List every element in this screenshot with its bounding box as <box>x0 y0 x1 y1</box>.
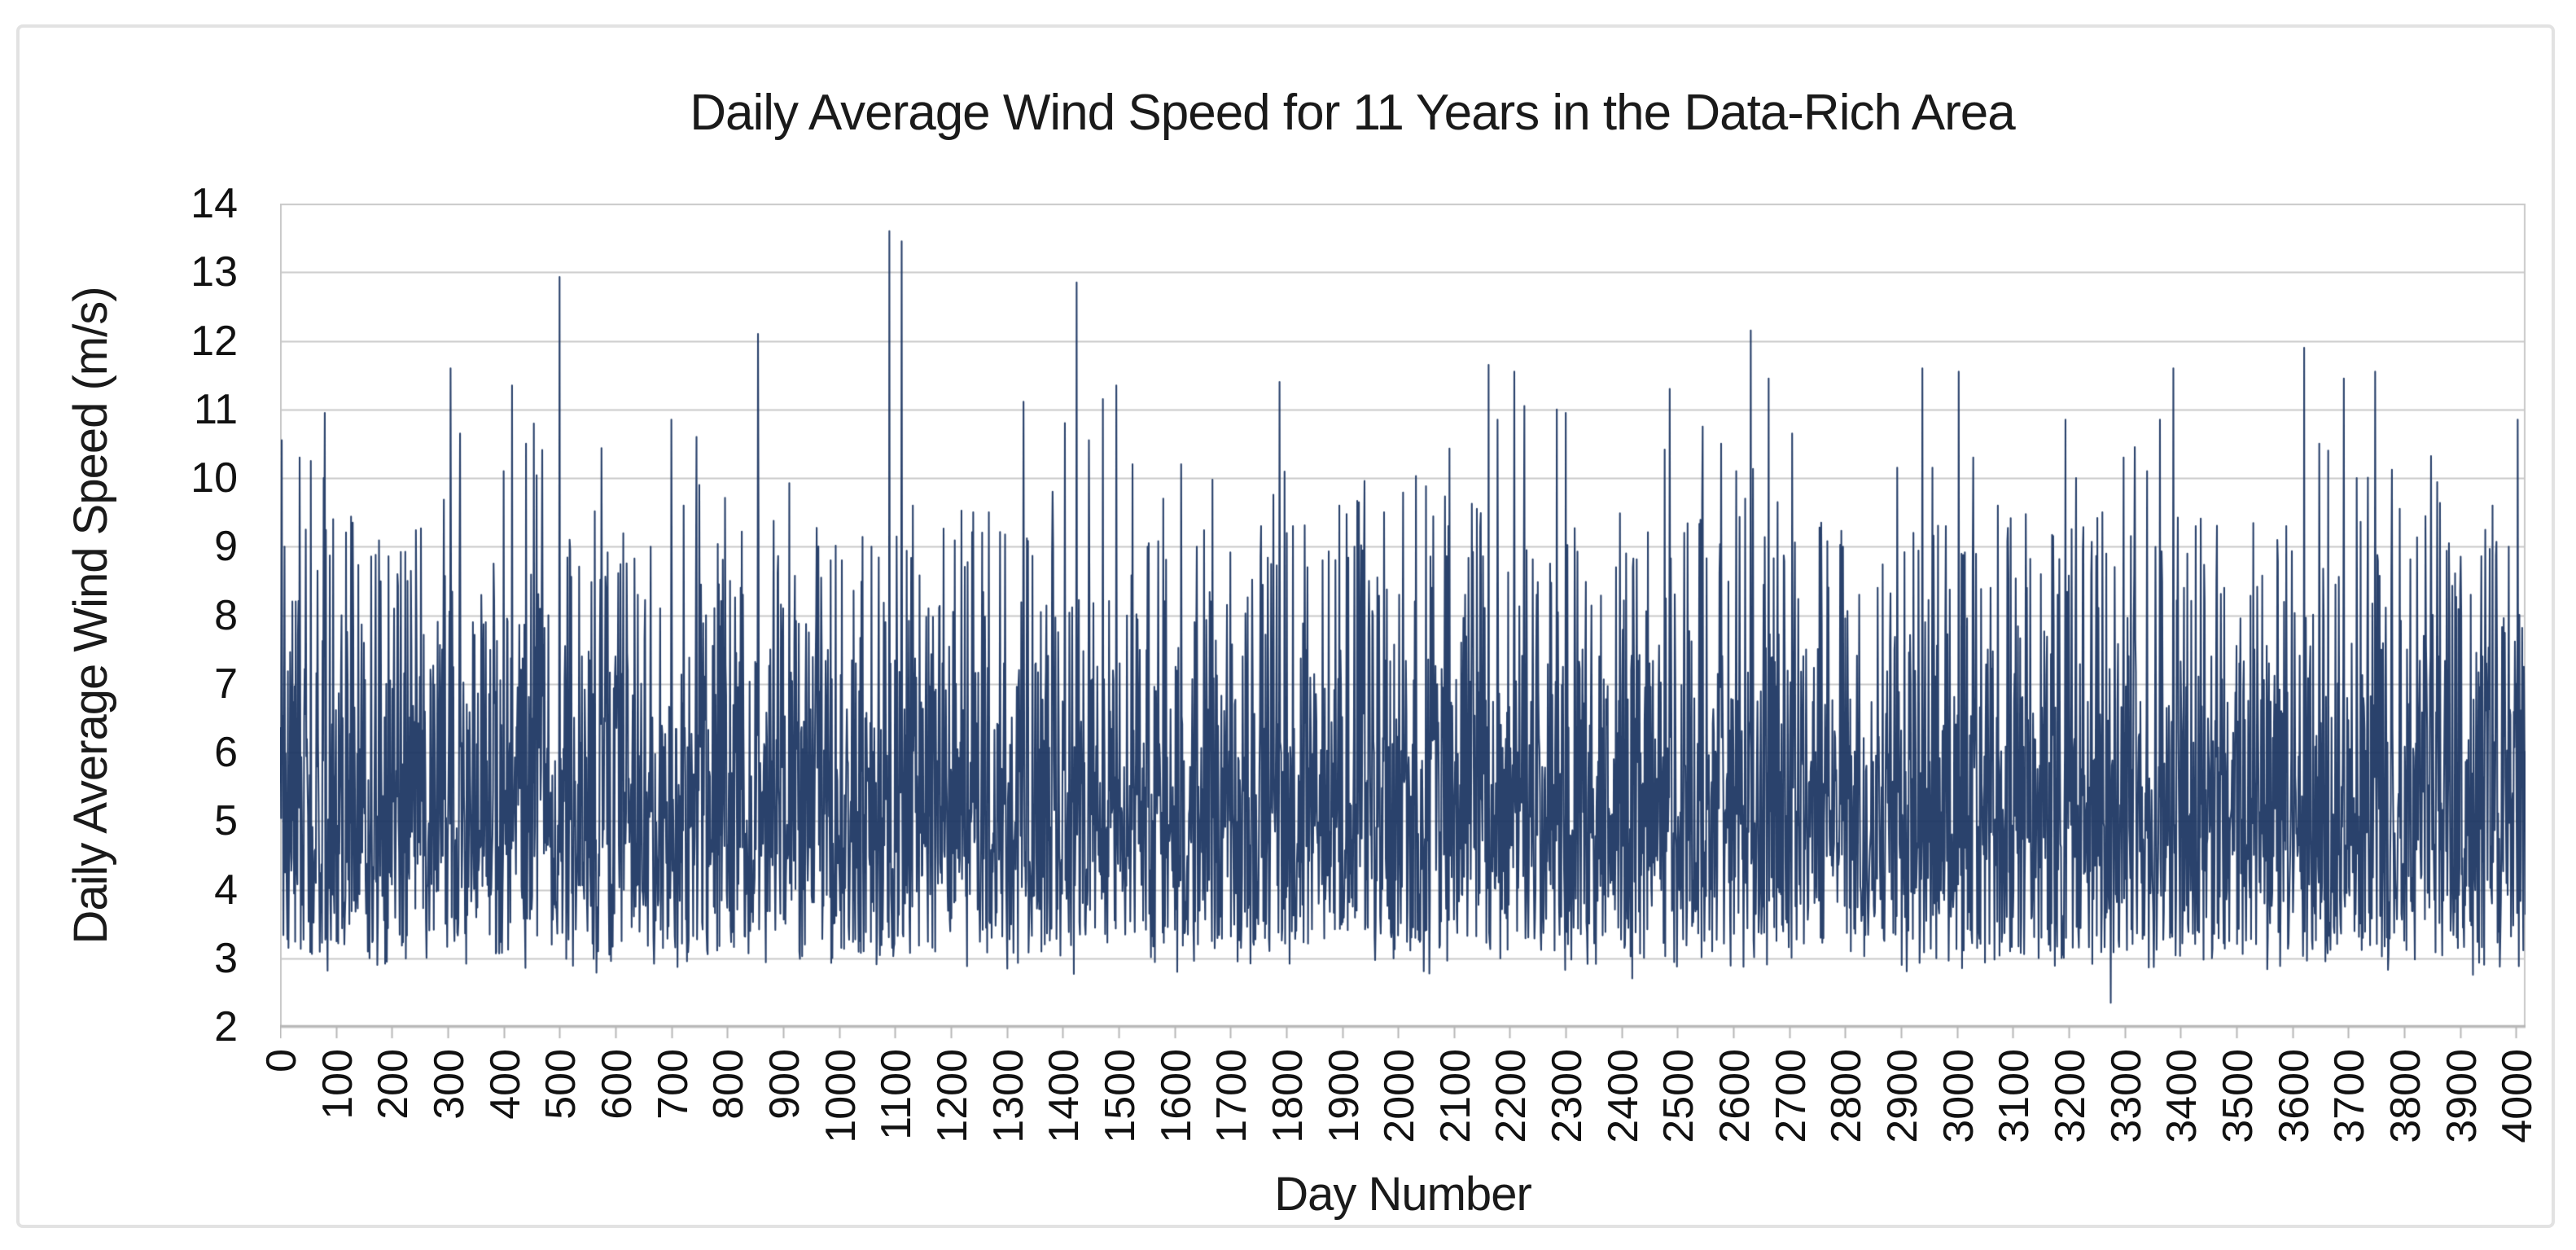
x-tick-label: 3800 <box>2382 1049 2429 1143</box>
x-tick-label: 2900 <box>1879 1049 1927 1143</box>
x-tick-label: 3300 <box>2102 1049 2150 1143</box>
x-tick-label: 500 <box>537 1049 585 1120</box>
x-tick-label: 1900 <box>1320 1049 1368 1143</box>
chart-frame: Daily Average Wind Speed for 11 Years in… <box>16 24 2555 1228</box>
x-tick-label: 400 <box>481 1049 529 1120</box>
x-tick-label: 3400 <box>2158 1049 2206 1143</box>
x-tick-label: 3600 <box>2270 1049 2318 1143</box>
plot-area <box>280 204 2526 1042</box>
x-tick-label: 2800 <box>1823 1049 1871 1143</box>
x-tick-label: 1800 <box>1264 1049 1312 1143</box>
y-tick-label: 6 <box>214 729 238 776</box>
y-tick-label: 8 <box>214 591 238 639</box>
x-tick-label: 3500 <box>2215 1049 2263 1143</box>
y-tick-label: 4 <box>214 866 238 914</box>
x-tick-label: 2000 <box>1376 1049 1424 1143</box>
y-tick-label: 10 <box>191 454 238 502</box>
x-tick-label: 1300 <box>984 1049 1032 1143</box>
x-axis-title: Day Number <box>1274 1168 1532 1221</box>
x-tick-label: 3000 <box>1934 1049 1982 1143</box>
x-tick-label: 800 <box>705 1049 753 1120</box>
x-tick-label: 700 <box>649 1049 697 1120</box>
x-tick-label: 3100 <box>1991 1049 2039 1143</box>
x-tick-label: 100 <box>313 1049 361 1120</box>
x-tick-label: 1000 <box>817 1049 865 1143</box>
x-tick-label: 3200 <box>2047 1049 2095 1143</box>
x-tick-label: 2200 <box>1487 1049 1536 1143</box>
y-tick-label: 5 <box>214 797 238 845</box>
x-tick-label: 4000 <box>2494 1049 2542 1143</box>
y-tick-label: 13 <box>191 248 238 296</box>
x-tick-label: 1400 <box>1040 1049 1089 1143</box>
y-tick-label: 9 <box>214 523 238 571</box>
x-tick-label: 1700 <box>1208 1049 1256 1143</box>
x-tick-label: 300 <box>425 1049 473 1120</box>
x-tick-label: 1600 <box>1152 1049 1200 1143</box>
x-tick-label: 600 <box>593 1049 641 1120</box>
y-tick-label: 3 <box>214 934 238 982</box>
x-tick-label: 2600 <box>1711 1049 1759 1143</box>
y-tick-label: 2 <box>214 1003 238 1050</box>
x-tick-label: 200 <box>370 1049 418 1120</box>
y-tick-label: 14 <box>191 180 238 227</box>
x-tick-label: 2400 <box>1599 1049 1647 1143</box>
x-tick-label: 2700 <box>1767 1049 1815 1143</box>
x-tick-label: 3900 <box>2438 1049 2486 1143</box>
x-tick-label: 1500 <box>1096 1049 1144 1143</box>
y-tick-label: 11 <box>194 385 238 433</box>
x-tick-label: 2500 <box>1655 1049 1703 1143</box>
x-tick-label: 1200 <box>928 1049 976 1143</box>
x-tick-label: 2300 <box>1544 1049 1592 1143</box>
x-tick-label: 900 <box>760 1049 808 1120</box>
y-tick-label: 12 <box>191 317 238 365</box>
x-tick-label: 2100 <box>1431 1049 1479 1143</box>
x-tick-label: 3700 <box>2326 1049 2374 1143</box>
x-tick-label: 1100 <box>873 1049 921 1140</box>
chart-title: Daily Average Wind Speed for 11 Years in… <box>690 85 2015 141</box>
x-tick-label: 0 <box>258 1049 305 1072</box>
y-tick-label: 7 <box>214 660 238 708</box>
